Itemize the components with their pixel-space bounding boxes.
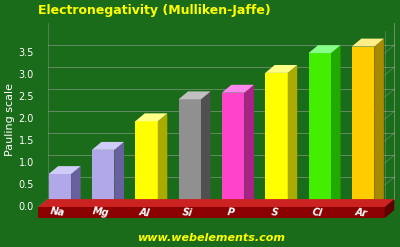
Text: S: S	[270, 207, 278, 218]
Polygon shape	[38, 199, 394, 207]
Polygon shape	[265, 73, 288, 207]
Text: Al: Al	[138, 207, 150, 218]
Polygon shape	[352, 39, 384, 46]
Text: P: P	[227, 207, 235, 218]
Text: Mg: Mg	[92, 206, 110, 219]
Polygon shape	[114, 142, 124, 207]
Polygon shape	[49, 166, 81, 174]
Polygon shape	[178, 99, 201, 207]
Polygon shape	[352, 46, 374, 207]
Polygon shape	[49, 174, 71, 207]
Text: Cl: Cl	[312, 207, 324, 218]
Polygon shape	[92, 142, 124, 150]
Polygon shape	[158, 113, 167, 207]
Polygon shape	[222, 85, 254, 93]
Polygon shape	[201, 91, 211, 207]
Polygon shape	[331, 45, 340, 207]
Text: 0.5: 0.5	[18, 180, 34, 190]
Text: Pauling scale: Pauling scale	[5, 82, 15, 156]
Polygon shape	[244, 85, 254, 207]
Text: 3.5: 3.5	[18, 48, 34, 58]
Polygon shape	[265, 65, 297, 73]
Text: Na: Na	[50, 206, 66, 218]
Polygon shape	[222, 93, 244, 207]
Text: 2.5: 2.5	[18, 92, 34, 102]
Polygon shape	[135, 121, 158, 207]
Text: 0.0: 0.0	[19, 202, 34, 212]
Text: 3.0: 3.0	[19, 70, 34, 80]
Polygon shape	[308, 53, 331, 207]
Polygon shape	[288, 65, 297, 207]
Text: Ar: Ar	[354, 207, 368, 218]
Polygon shape	[135, 113, 167, 121]
Polygon shape	[385, 199, 394, 218]
Polygon shape	[92, 150, 114, 207]
Text: www.webelements.com: www.webelements.com	[138, 233, 286, 243]
Text: 1.0: 1.0	[19, 158, 34, 168]
Polygon shape	[71, 166, 81, 207]
Text: Electronegativity (Mulliken-Jaffe): Electronegativity (Mulliken-Jaffe)	[38, 4, 271, 17]
Polygon shape	[38, 207, 385, 218]
Text: Si: Si	[182, 207, 194, 218]
Polygon shape	[178, 91, 211, 99]
Text: 1.5: 1.5	[18, 136, 34, 146]
Polygon shape	[374, 39, 384, 207]
Polygon shape	[308, 45, 340, 53]
Text: 2.0: 2.0	[18, 114, 34, 124]
